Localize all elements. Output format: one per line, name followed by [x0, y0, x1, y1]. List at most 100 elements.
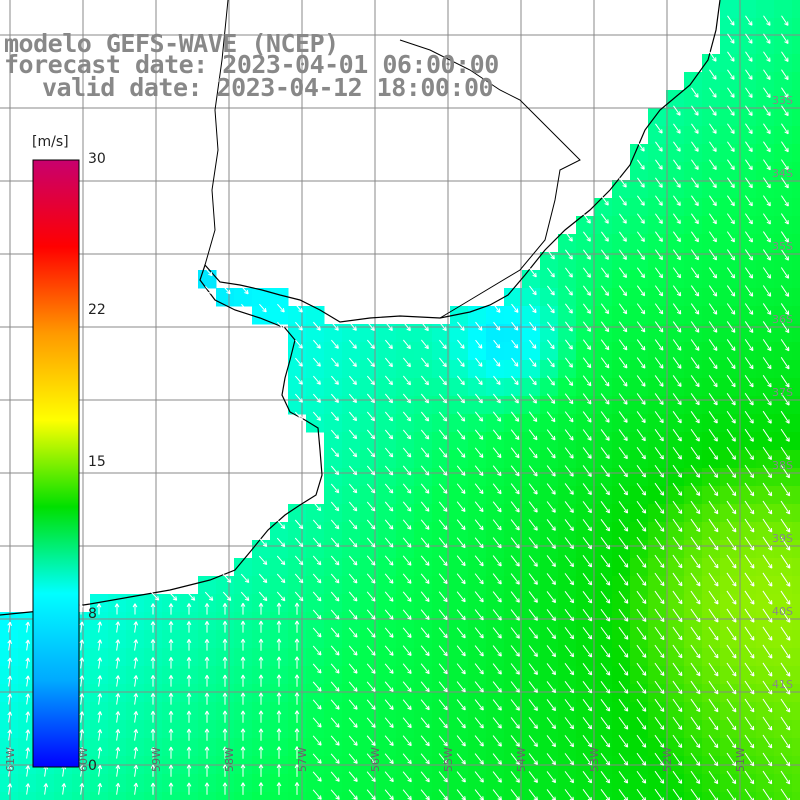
speed-cell [666, 342, 685, 361]
wind-arrow [402, 339, 411, 350]
speed-cell [792, 702, 800, 721]
speed-cell [594, 792, 613, 800]
speed-cell [684, 702, 703, 721]
wind-arrow [168, 591, 178, 601]
speed-cell [108, 666, 127, 685]
wind-arrow [457, 375, 465, 386]
wind-arrow [79, 693, 85, 705]
speed-cell [612, 684, 631, 703]
wind-arrow [547, 285, 555, 296]
wind-arrow [150, 746, 156, 759]
wind-arrow [133, 728, 139, 741]
wind-arrow [402, 609, 412, 620]
speed-cell [756, 702, 775, 721]
speed-cell [612, 378, 631, 397]
speed-cell [324, 576, 343, 595]
wind-arrow [600, 483, 610, 496]
wind-arrow [7, 657, 13, 669]
speed-cell [342, 630, 361, 649]
speed-cell [648, 702, 667, 721]
wind-arrow [402, 465, 412, 476]
speed-cell [648, 360, 667, 379]
speed-cell [558, 360, 577, 379]
speed-cell [648, 540, 667, 559]
wind-arrow [25, 783, 31, 795]
speed-cell [342, 684, 361, 703]
wind-arrow [582, 501, 592, 514]
speed-cell [450, 558, 469, 577]
wind-arrow [366, 735, 376, 746]
speed-cell [558, 738, 577, 757]
speed-cell [486, 612, 505, 631]
speed-cell [468, 486, 487, 505]
speed-cell [324, 630, 343, 649]
wind-arrow [25, 675, 31, 687]
wind-arrow [294, 537, 304, 548]
speed-cell [612, 594, 631, 613]
wind-arrow [546, 519, 556, 531]
speed-cell [594, 288, 613, 307]
wind-arrow [312, 357, 321, 367]
speed-cell [774, 270, 793, 289]
speed-cell [720, 378, 739, 397]
wind-arrow [708, 267, 718, 279]
speed-cell [738, 270, 757, 289]
speed-cell [774, 378, 793, 397]
speed-cell [756, 486, 775, 505]
wind-arrow [708, 680, 719, 695]
speed-cell [738, 90, 757, 109]
wind-arrow [528, 447, 538, 459]
speed-cell [630, 540, 649, 559]
wind-arrow [636, 249, 645, 261]
wind-arrow [25, 711, 31, 723]
speed-cell [774, 216, 793, 235]
speed-cell [468, 504, 487, 523]
speed-cell [612, 522, 631, 541]
wind-arrow [546, 555, 556, 567]
wind-arrow [510, 735, 520, 747]
wind-arrow [726, 375, 736, 388]
speed-cell [378, 450, 397, 469]
wind-arrow [763, 15, 771, 26]
speed-cell [630, 216, 649, 235]
wind-arrow [366, 465, 376, 476]
speed-cell [648, 126, 667, 145]
wind-arrow [582, 213, 591, 224]
colorbar-tick-22: 22 [88, 302, 106, 318]
speed-cell [612, 486, 631, 505]
speed-cell [756, 612, 775, 631]
speed-cell [738, 144, 757, 163]
speed-cell [522, 378, 541, 397]
wind-arrow [168, 746, 174, 759]
speed-cell [630, 666, 649, 685]
speed-cell [774, 792, 793, 800]
wind-arrow [204, 591, 214, 601]
wind-arrow [546, 501, 556, 513]
wind-arrow [366, 699, 376, 710]
wind-arrow [25, 747, 31, 759]
wind-arrow [654, 626, 665, 641]
speed-cell [792, 792, 800, 800]
speed-cell [522, 288, 541, 307]
speed-cell [432, 720, 451, 739]
wind-arrow [636, 518, 647, 532]
speed-cell [576, 360, 595, 379]
speed-cell [630, 162, 649, 181]
wind-arrow [168, 782, 174, 795]
wind-arrow [600, 608, 611, 622]
wind-arrow [493, 357, 501, 367]
wind-arrow [619, 177, 627, 188]
speed-cell [414, 630, 433, 649]
speed-cell [594, 558, 613, 577]
speed-cell [306, 666, 325, 685]
wind-arrow [546, 411, 556, 423]
wind-arrow [474, 393, 483, 404]
wind-arrow [582, 735, 593, 748]
wind-arrow [528, 501, 538, 513]
wind-arrow [79, 639, 85, 651]
wind-arrow [240, 602, 246, 615]
speed-cell [720, 126, 739, 145]
speed-cell [648, 288, 667, 307]
wind-arrow [690, 339, 700, 351]
